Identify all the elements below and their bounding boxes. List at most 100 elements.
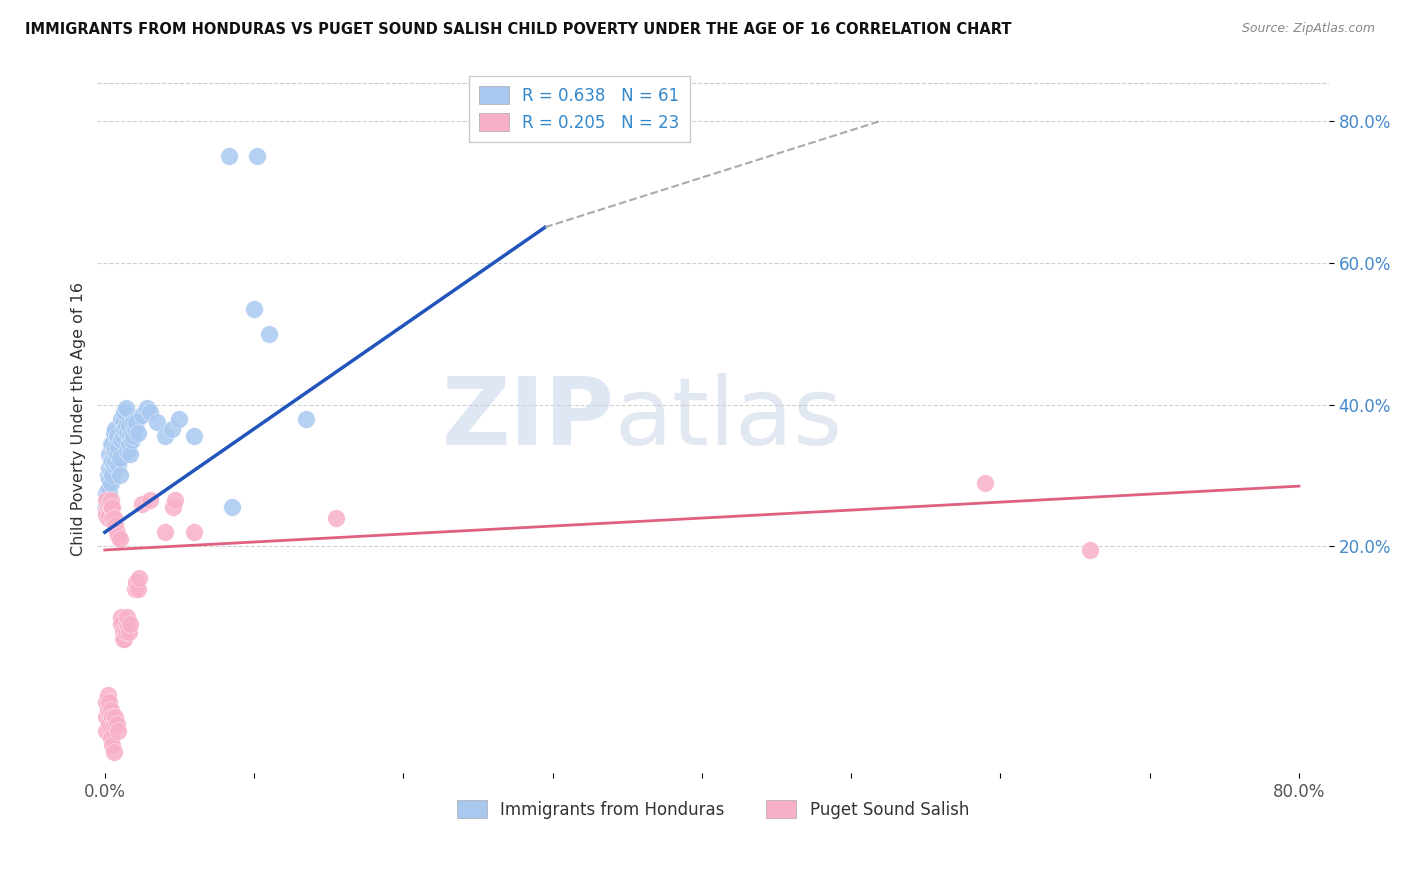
Text: ZIP: ZIP (441, 373, 614, 465)
Y-axis label: Child Poverty Under the Age of 16: Child Poverty Under the Age of 16 (72, 282, 86, 556)
Point (153, 429, 176, 443)
Point (112, 632, 135, 646)
Point (100, 475, 122, 490)
Point (974, 475, 997, 490)
Point (163, 493, 186, 508)
Point (101, 511, 124, 525)
Point (295, 411, 318, 425)
Point (98, 508, 121, 522)
Point (104, 518, 127, 533)
Point (120, 429, 142, 443)
Point (103, 745, 125, 759)
Point (111, 624, 134, 639)
Point (96, 486, 118, 500)
Point (96, 723, 118, 738)
Point (124, 422, 146, 436)
Point (114, 401, 136, 416)
Point (110, 433, 132, 447)
Point (105, 716, 128, 731)
Point (101, 738, 124, 752)
Point (107, 723, 129, 738)
Point (112, 404, 135, 418)
Point (169, 411, 191, 425)
Point (97, 468, 120, 483)
Point (127, 425, 149, 440)
Text: atlas: atlas (614, 373, 842, 465)
Point (122, 429, 145, 443)
Point (115, 425, 138, 440)
Point (107, 458, 129, 472)
Point (135, 401, 157, 416)
Point (183, 429, 205, 443)
Point (118, 418, 141, 433)
Point (112, 422, 135, 436)
Point (97, 493, 120, 508)
Point (96, 493, 118, 508)
Text: IMMIGRANTS FROM HONDURAS VS PUGET SOUND SALISH CHILD POVERTY UNDER THE AGE OF 16: IMMIGRANTS FROM HONDURAS VS PUGET SOUND … (25, 22, 1012, 37)
Point (100, 731, 122, 745)
Point (97, 500, 120, 515)
Point (104, 454, 127, 468)
Point (96, 696, 118, 710)
Point (1078, 543, 1101, 558)
Point (103, 511, 125, 525)
Point (120, 617, 142, 632)
Point (110, 610, 132, 624)
Point (97, 511, 120, 525)
Point (124, 582, 146, 596)
Point (100, 465, 122, 479)
Point (246, 149, 269, 163)
Point (98, 696, 121, 710)
Point (127, 582, 149, 596)
Point (138, 404, 160, 418)
Point (325, 511, 347, 525)
Point (131, 408, 153, 422)
Point (162, 500, 184, 515)
Point (146, 415, 169, 429)
Point (98, 716, 121, 731)
Point (101, 709, 124, 723)
Point (218, 149, 240, 163)
Point (105, 525, 128, 540)
Point (98, 447, 121, 461)
Point (153, 525, 176, 540)
Point (98, 486, 121, 500)
Point (108, 468, 131, 483)
Point (105, 429, 128, 443)
Point (128, 571, 150, 585)
Point (101, 468, 124, 483)
Point (105, 447, 128, 461)
Point (101, 500, 124, 515)
Point (122, 415, 145, 429)
Point (118, 624, 141, 639)
Point (100, 703, 122, 717)
Point (96, 500, 118, 515)
Point (103, 443, 125, 458)
Point (96, 508, 118, 522)
Point (114, 624, 136, 639)
Point (96, 504, 118, 518)
Point (110, 411, 132, 425)
Point (108, 533, 131, 547)
Point (118, 436, 141, 450)
Point (100, 436, 122, 450)
Point (104, 440, 127, 454)
Point (98, 461, 121, 475)
Point (107, 440, 129, 454)
Point (221, 500, 243, 515)
Point (101, 436, 124, 450)
Point (104, 422, 127, 436)
Point (96, 709, 118, 723)
Point (98, 497, 121, 511)
Point (111, 415, 134, 429)
Point (100, 493, 122, 508)
Point (103, 458, 125, 472)
Point (100, 500, 122, 515)
Point (96, 500, 118, 515)
Point (125, 415, 148, 429)
Point (115, 617, 138, 632)
Point (115, 610, 138, 624)
Point (107, 529, 129, 543)
Point (111, 632, 134, 646)
Point (103, 716, 125, 731)
